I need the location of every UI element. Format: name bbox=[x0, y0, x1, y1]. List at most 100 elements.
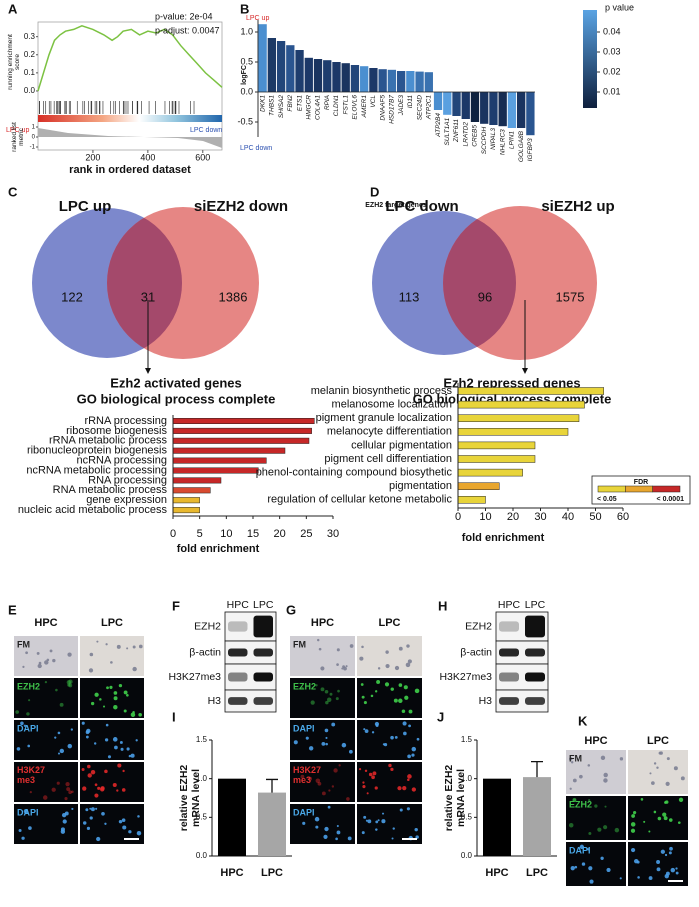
cell bbox=[668, 851, 672, 855]
cell bbox=[302, 821, 306, 825]
result-subtitle: GO biological process complete bbox=[77, 391, 276, 406]
bar bbox=[172, 477, 222, 484]
blot-band bbox=[525, 615, 545, 638]
cell bbox=[16, 747, 21, 751]
category-label: ZNF611 bbox=[453, 119, 460, 143]
cell bbox=[656, 860, 661, 864]
row-label: H3K27 me3 bbox=[17, 765, 45, 785]
micrograph bbox=[80, 762, 144, 802]
cell bbox=[406, 644, 410, 648]
cell bbox=[358, 768, 362, 771]
cell bbox=[336, 825, 339, 828]
cell bbox=[341, 667, 344, 670]
cell bbox=[377, 819, 380, 822]
x-tick-label: 40 bbox=[562, 511, 574, 523]
bar bbox=[396, 71, 406, 92]
cell bbox=[113, 691, 118, 695]
cell bbox=[579, 844, 585, 850]
bar bbox=[457, 414, 580, 422]
bar bbox=[443, 92, 452, 115]
metric-tick-label: 0 bbox=[32, 135, 36, 141]
panel-label: K bbox=[578, 713, 588, 728]
cell bbox=[86, 728, 91, 734]
panel-label: F bbox=[172, 598, 180, 613]
category-label: NHLRC3 bbox=[499, 129, 506, 155]
bar bbox=[350, 65, 360, 92]
cell bbox=[327, 805, 331, 809]
category-label: ATP2C1 bbox=[426, 95, 433, 120]
cell bbox=[401, 709, 406, 714]
blot-band bbox=[228, 648, 248, 657]
cell bbox=[361, 645, 364, 649]
cell bbox=[630, 822, 636, 827]
bar bbox=[457, 387, 604, 395]
cell bbox=[126, 647, 129, 650]
x-axis-label: EZH2 target genes bbox=[365, 202, 427, 209]
bar bbox=[457, 455, 536, 463]
venn-count: 1575 bbox=[556, 289, 585, 304]
blot-strip bbox=[495, 689, 549, 713]
cell bbox=[402, 721, 407, 726]
cell bbox=[52, 658, 56, 663]
cell bbox=[403, 685, 408, 690]
x-axis-label: rank in ordered dataset bbox=[69, 164, 191, 176]
x-tick-label: 600 bbox=[195, 152, 210, 162]
blot-band bbox=[499, 648, 519, 657]
venn-count: 113 bbox=[399, 289, 420, 304]
cell bbox=[26, 712, 30, 716]
cell bbox=[22, 665, 25, 668]
micrograph bbox=[14, 678, 78, 718]
cell bbox=[653, 762, 657, 765]
row-label: EZH2 bbox=[569, 799, 592, 809]
y-tick-label: 0.5 bbox=[461, 812, 473, 821]
cell bbox=[631, 814, 635, 818]
cell bbox=[130, 753, 135, 758]
blot-label: β-actin bbox=[460, 646, 492, 658]
cell bbox=[120, 747, 124, 751]
blot-band bbox=[228, 697, 248, 705]
venn-left-label: LPC up bbox=[59, 198, 112, 215]
cell bbox=[604, 805, 607, 808]
cell bbox=[67, 652, 72, 657]
legend-swatch bbox=[625, 485, 653, 493]
cell bbox=[112, 782, 117, 788]
cell bbox=[392, 827, 395, 830]
cell bbox=[594, 804, 598, 808]
micrograph bbox=[80, 804, 144, 844]
metric-label-line: ranked list bbox=[11, 122, 18, 152]
cell bbox=[346, 797, 350, 801]
y-tick-label: 0.1 bbox=[24, 68, 36, 77]
bar bbox=[172, 447, 286, 454]
cell bbox=[325, 742, 328, 746]
metric-tick-label: -1 bbox=[30, 145, 36, 151]
category-label: AMER1 bbox=[361, 95, 368, 119]
cell bbox=[375, 828, 378, 831]
cell bbox=[137, 815, 140, 818]
category-label: rRNA processing bbox=[84, 415, 167, 427]
cell bbox=[110, 661, 113, 664]
category-label: ID11 bbox=[407, 95, 414, 109]
cell bbox=[581, 862, 586, 866]
cell bbox=[101, 811, 105, 816]
bar bbox=[406, 71, 415, 92]
error-bar bbox=[531, 761, 543, 778]
cell bbox=[15, 710, 20, 714]
venn-count: 96 bbox=[478, 289, 492, 304]
cell bbox=[374, 786, 378, 790]
cell bbox=[64, 811, 69, 816]
cell bbox=[656, 867, 661, 872]
cell bbox=[347, 836, 352, 841]
cell bbox=[132, 645, 136, 649]
x-tick-label: 25 bbox=[300, 528, 312, 540]
cell bbox=[402, 786, 407, 791]
cell bbox=[680, 776, 685, 781]
plot-frame bbox=[37, 21, 223, 151]
category-label: nucleic acid metabolic process bbox=[18, 504, 168, 516]
result-title: Ezh2 activated genes bbox=[110, 375, 242, 390]
cell bbox=[398, 646, 403, 651]
x-tick-label: 30 bbox=[534, 511, 546, 523]
category-label: melanosome localization bbox=[332, 399, 452, 411]
cell bbox=[362, 785, 366, 789]
category-label: pigment granule localization bbox=[316, 412, 452, 424]
cell bbox=[574, 865, 578, 869]
